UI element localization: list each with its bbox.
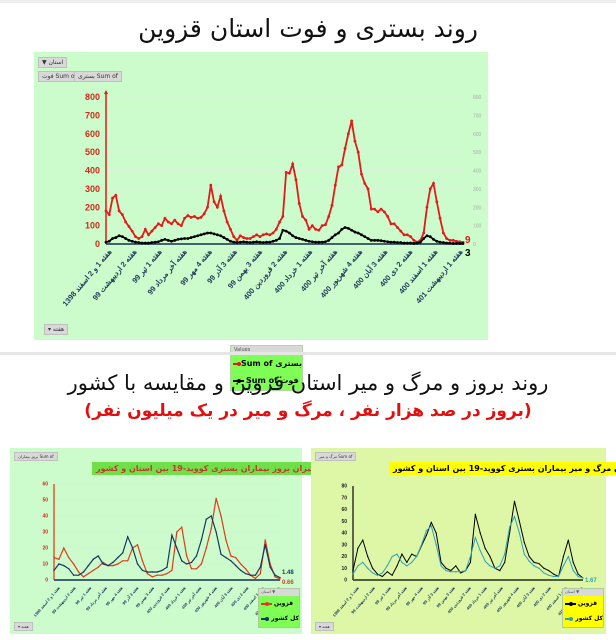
svg-text:300: 300 xyxy=(473,187,482,193)
svg-text:50: 50 xyxy=(42,498,48,504)
svg-text:600: 600 xyxy=(85,129,100,139)
legend-item-hospitalized[interactable]: Sum of بستری xyxy=(231,355,302,372)
svg-text:500: 500 xyxy=(473,150,482,156)
chart-panel-incidence: Sum of بروز بیماران مقایسه میزان بروز بی… xyxy=(10,448,352,634)
black-line-marker-icon xyxy=(565,601,576,606)
teal-line-marker-icon xyxy=(565,616,574,621)
chart-title-incidence: مقایسه میزان بروز بیماران بستری کووید-19… xyxy=(92,462,352,475)
svg-text:0: 0 xyxy=(95,239,100,249)
svg-text:600: 600 xyxy=(473,132,482,138)
legend: استان ▼ قزوین کل کشور xyxy=(562,588,604,628)
svg-text:10: 10 xyxy=(341,566,347,572)
navy-line-marker-icon xyxy=(261,616,270,621)
legend-header[interactable]: استان ▼ xyxy=(563,589,603,596)
chart-panel-mortality: Sum of مرگ و میر مقایسه میزان مرگ و میر … xyxy=(311,448,616,634)
svg-text:200: 200 xyxy=(473,205,482,211)
svg-text:100: 100 xyxy=(85,221,100,231)
svg-text:70: 70 xyxy=(341,495,347,501)
black-line-marker-icon xyxy=(233,378,244,383)
svg-text:50: 50 xyxy=(341,519,347,525)
legend-header: Values xyxy=(231,346,302,355)
svg-text:30: 30 xyxy=(341,542,347,548)
legend-label: کل کشور xyxy=(271,615,299,622)
field-button-incidence[interactable]: Sum of بروز بیماران xyxy=(14,452,58,461)
section-divider xyxy=(0,352,616,355)
field-button-mortality[interactable]: Sum of مرگ و میر xyxy=(315,452,357,461)
svg-text:9: 9 xyxy=(465,235,471,246)
svg-text:هفته 2 اردیبهشت 99: هفته 2 اردیبهشت 99 xyxy=(91,247,140,302)
svg-text:800: 800 xyxy=(85,92,100,102)
svg-text:هفته 2 فروردین 400: هفته 2 فروردین 400 xyxy=(242,247,290,302)
svg-text:700: 700 xyxy=(85,110,100,120)
svg-text:0.66: 0.66 xyxy=(282,580,294,586)
svg-text:هفته 1 و 2 اسفند 1398: هفته 1 و 2 اسفند 1398 xyxy=(32,585,61,618)
legend-label: Sum of فوت xyxy=(246,376,299,385)
svg-text:0: 0 xyxy=(45,578,48,584)
legend-header[interactable]: استان ▼ xyxy=(259,589,299,596)
svg-text:هفته 1 اردیبهشت 401: هفته 1 اردیبهشت 401 xyxy=(414,247,465,305)
svg-text:80: 80 xyxy=(341,484,347,490)
svg-text:0: 0 xyxy=(473,242,476,248)
svg-text:1.67: 1.67 xyxy=(585,578,597,584)
province-filter-button[interactable]: استان ▼ xyxy=(38,57,68,68)
legend: استان ▼ قزوین کل کشور xyxy=(258,588,300,628)
svg-text:100: 100 xyxy=(473,224,482,230)
svg-text:40: 40 xyxy=(42,514,48,520)
top-bar xyxy=(0,0,616,3)
svg-text:0: 0 xyxy=(344,578,347,584)
svg-text:1.48: 1.48 xyxy=(282,570,294,576)
legend-item-death[interactable]: Sum of فوت xyxy=(231,372,302,389)
svg-text:40: 40 xyxy=(341,531,347,537)
red-line-marker-icon xyxy=(261,601,272,606)
legend-item-province[interactable]: قزوین xyxy=(259,596,299,611)
legend-item-country[interactable]: کل کشور xyxy=(563,611,603,626)
week-filter-button[interactable]: هفته ▾ xyxy=(44,324,69,335)
page-subtitle-units: (بروز در صد هزار نفر ، مرگ و میر در یک م… xyxy=(84,401,532,421)
week-filter-button[interactable]: هفته ▾ xyxy=(14,622,33,631)
page-title-hospitalization: روند بستری و فوت استان قزوین xyxy=(138,14,478,43)
red-line-marker-icon xyxy=(233,361,241,366)
svg-text:800: 800 xyxy=(473,95,482,101)
legend-item-country[interactable]: کل کشور xyxy=(259,611,299,626)
legend-label: قزوین xyxy=(578,600,598,607)
svg-text:3: 3 xyxy=(465,248,471,259)
svg-text:500: 500 xyxy=(85,147,100,157)
chart-panel-hospitalization-death: استان ▼ Sum of فوت Sum of بستری 0 0 100 100… xyxy=(34,52,488,391)
svg-text:300: 300 xyxy=(85,184,100,194)
svg-text:10: 10 xyxy=(42,562,48,568)
svg-text:هفته 1 و 2 اسفند 1398: هفته 1 و 2 اسفند 1398 xyxy=(331,585,360,618)
line-chart-hospitalization: 0 0 100 100 200 200 300 300 400 400 500 500 600 600 70… xyxy=(61,90,482,309)
svg-text:20: 20 xyxy=(341,554,347,560)
week-filter-button[interactable]: هفته ▾ xyxy=(315,622,334,631)
field-button-hospitalized[interactable]: Sum of بستری xyxy=(74,71,122,82)
legend-label: Sum of بستری xyxy=(240,359,302,368)
svg-text:20: 20 xyxy=(42,546,48,552)
page-title-incidence-mortality: روند بروز و مرگ و میر استان قزوین و مقای… xyxy=(67,371,549,395)
legend-label: قزوین xyxy=(274,600,294,607)
legend-item-province[interactable]: قزوین xyxy=(563,596,603,611)
legend-label: کل کشور xyxy=(575,615,603,622)
chart-title-mortality: مقایسه میزان مرگ و میر بیماران بستری کوو… xyxy=(389,462,616,475)
svg-text:30: 30 xyxy=(42,530,48,536)
svg-text:400: 400 xyxy=(473,169,482,175)
svg-text:400: 400 xyxy=(85,166,100,176)
svg-text:700: 700 xyxy=(473,113,482,119)
svg-text:60: 60 xyxy=(341,507,347,513)
svg-text:60: 60 xyxy=(42,482,48,488)
svg-text:200: 200 xyxy=(85,202,100,212)
